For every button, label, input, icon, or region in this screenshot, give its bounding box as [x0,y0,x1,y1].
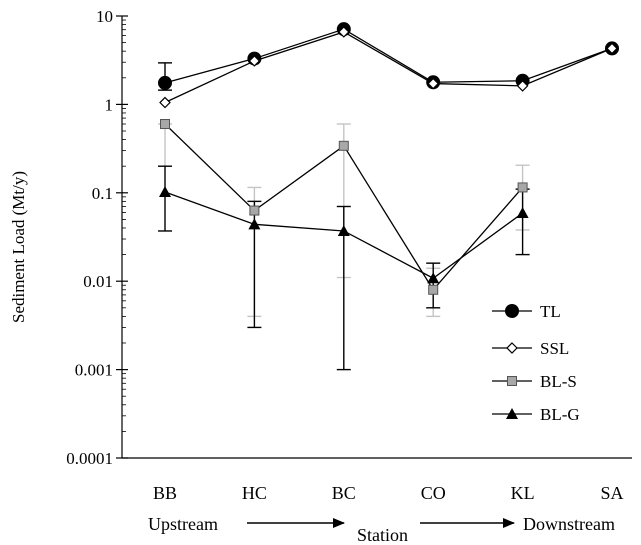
upstream-label: Upstream [148,514,218,534]
legend: TL SSL BL-S BL-G [492,302,580,424]
x-tick-label: SA [600,483,623,503]
data-point-ssl [159,96,171,109]
legend-label: SSL [540,339,569,358]
axis-labels: 10 1 0.1 0.01 0.001 0.0001 BB HC BC CO KL SA Sedimen… [9,7,624,503]
error-bars [158,62,530,371]
x-tick-label: KL [511,483,535,503]
data-point-bl-g [248,218,261,230]
legend-label: TL [540,302,561,321]
data-point-ssl [337,26,350,38]
series-line-ssl [164,31,613,104]
legend-label: BL-G [540,405,580,424]
data-point-bl-g [159,186,171,198]
data-point-bl-s [428,284,439,295]
axes [116,15,632,459]
data-point-bl-s [517,182,528,193]
legend-marker-tl [505,304,519,318]
y-tick-label: 0.1 [92,184,113,203]
legend-label: BL-S [540,372,577,391]
y-axis-title: Sediment Load (Mt/y) [9,171,28,323]
data-point-ssl [427,77,440,90]
x-tick-label: CO [421,483,446,503]
x-axis-title: Station [357,525,408,545]
x-tick-label: BB [153,483,177,503]
data-point-ssl [248,55,261,67]
y-tick-label: 0.01 [83,272,113,291]
legend-marker-bl-s [507,376,517,386]
data-point-bl-s [160,119,170,130]
y-tick-label: 1 [105,95,114,114]
data-point-bl-s [338,140,349,151]
series-markers [158,22,619,295]
data-point-bl-g [516,207,529,219]
y-tick-label: 0.001 [75,361,113,380]
series-lines [164,28,613,291]
data-point-ssl [606,42,618,55]
x-tick-label: BC [332,483,356,503]
data-point-bl-g [427,272,440,284]
x-tick-label: HC [242,483,267,503]
data-point-bl-s [249,205,260,216]
legend-marker-bl-g [506,408,518,419]
y-tick-label: 0.0001 [66,449,113,468]
y-tick-label: 10 [96,7,113,26]
series-line-tl [164,28,613,84]
legend-marker-ssl [506,342,518,354]
downstream-label: Downstream [523,514,615,534]
data-point-tl [158,75,172,90]
flow-annotation: Upstream Station Downstream [148,514,615,545]
data-point-bl-g [337,224,350,236]
data-point-ssl [516,80,529,92]
